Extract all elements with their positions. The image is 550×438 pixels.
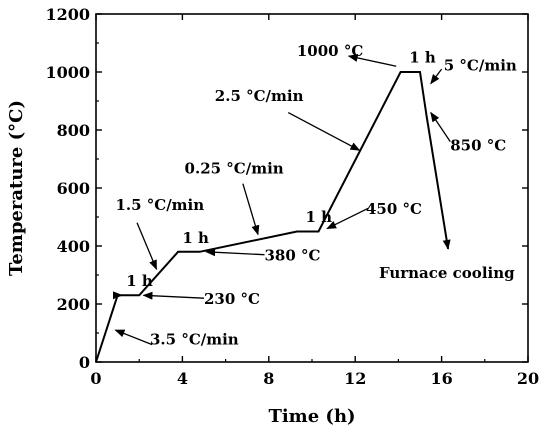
annotation-arrow [136,222,158,271]
x-axis-title: Time (h) [268,406,355,427]
x-tick-label: 16 [430,369,452,388]
annotation-arrow [347,54,397,67]
y-tick-label: 1000 [45,63,90,82]
annotation-arrow [425,115,451,250]
annotation-label: 1 h [306,208,333,226]
annotation-label: 380 °C [264,247,320,265]
y-tick-label: 600 [57,179,90,198]
x-tick-label: 4 [177,369,188,388]
x-tick-label: 8 [263,369,274,388]
annotation-arrow [142,291,205,300]
annotation-arrow [430,111,451,142]
annotation-label: 1000 °C [297,42,363,60]
y-axis-title: Temperature (°C) [6,100,27,276]
x-tick-label: 0 [90,369,101,388]
y-tick-label: 800 [57,121,90,140]
x-tick-label: 20 [517,369,539,388]
annotation-arrow [430,68,443,85]
y-tick-label: 400 [57,237,90,256]
annotation-label: 0.25 °C/min [185,160,284,178]
y-tick-label: 1200 [45,5,90,24]
annotation-label: 1 h [182,229,209,247]
annotation-label: 230 °C [204,290,260,308]
annotation-label: 1 h [409,49,436,67]
annotation-arrow [287,112,361,151]
y-tick-label: 200 [57,295,90,314]
x-tick-label: 12 [344,369,366,388]
annotation-label: 3.5 °C/min [150,331,239,349]
annotation-label: Furnace cooling [379,264,515,282]
y-tick-label: 0 [79,353,90,372]
annotation-arrow [114,329,153,346]
tick-marks [95,13,529,363]
annotations: 3.5 °C/min 1 h 230 °C 1.5 °C/min 1 h 380 °C 0.… [112,42,517,349]
temperature-profile-line [95,71,450,363]
annotation-label: 450 °C [366,200,422,218]
annotation-label: 2.5 °C/min [215,87,304,105]
annotation-arrow [242,183,260,236]
annotation-label: 1 h [126,272,153,290]
annotation-arrow [326,207,369,230]
annotation-label: 1.5 °C/min [115,196,204,214]
annotation-label: 850 °C [450,136,506,154]
annotation-arrow [205,248,265,257]
annotation-label: 5 °C/min [444,57,517,75]
